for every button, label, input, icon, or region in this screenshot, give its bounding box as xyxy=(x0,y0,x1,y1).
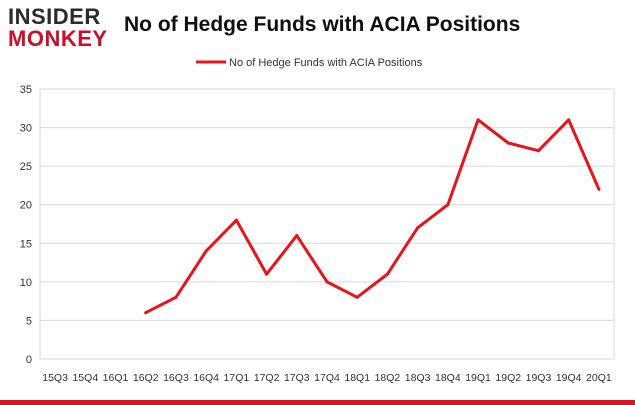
x-tick-label: 19Q1 xyxy=(465,372,491,384)
insider-monkey-logo: INSIDER MONKEY xyxy=(8,6,116,52)
y-tick-label: 20 xyxy=(20,200,32,212)
x-tick-label: 19Q4 xyxy=(556,372,582,384)
y-tick-label: 0 xyxy=(26,354,32,366)
x-tick-label: 18Q4 xyxy=(435,372,461,384)
y-tick-label: 25 xyxy=(20,161,32,173)
x-tick-label: 18Q1 xyxy=(344,372,370,384)
data-point xyxy=(355,295,359,299)
series-line xyxy=(144,118,601,315)
logo-line2: MONKEY xyxy=(8,26,108,51)
x-tick-label: 20Q1 xyxy=(586,372,612,384)
logo-line1: INSIDER xyxy=(8,4,101,29)
x-tick-label: 16Q1 xyxy=(103,372,129,384)
data-point xyxy=(325,280,329,284)
x-tick-label: 19Q3 xyxy=(526,372,552,384)
bottom-accent-bar xyxy=(0,400,635,405)
data-point xyxy=(476,118,480,122)
y-tick-label: 30 xyxy=(20,123,32,135)
data-point xyxy=(385,272,389,276)
y-tick-label: 5 xyxy=(26,315,32,327)
x-tick-label: 18Q2 xyxy=(375,372,401,384)
data-point xyxy=(536,149,540,153)
x-tick-label: 17Q1 xyxy=(224,372,250,384)
data-point xyxy=(204,249,208,253)
data-point xyxy=(265,272,269,276)
series-group xyxy=(144,118,601,315)
data-point xyxy=(597,187,601,191)
chart-title: No of Hedge Funds with ACIA Positions xyxy=(124,13,521,36)
x-tick-label: 15Q3 xyxy=(42,372,68,384)
data-point xyxy=(234,218,238,222)
x-tick-label: 16Q3 xyxy=(163,372,189,384)
x-tick-label: 16Q2 xyxy=(133,372,159,384)
data-point xyxy=(567,118,571,122)
y-tick-label: 35 xyxy=(20,84,32,96)
x-tick-label: 15Q4 xyxy=(72,372,98,384)
legend-label: No of Hedge Funds with ACIA Positions xyxy=(229,57,423,69)
x-tick-label: 17Q2 xyxy=(254,372,280,384)
y-tick-labels: 0 5 10 15 20 25 30 35 xyxy=(20,84,32,366)
data-point xyxy=(446,203,450,207)
grid-lines xyxy=(39,88,615,360)
legend: No of Hedge Funds with ACIA Positions xyxy=(196,57,423,69)
data-point xyxy=(416,226,420,230)
y-tick-label: 10 xyxy=(20,277,32,289)
x-tick-labels: 15Q3 15Q4 16Q1 16Q2 16Q3 16Q4 17Q1 17Q2 17Q3 17Q4… xyxy=(42,372,612,384)
y-tick-label: 15 xyxy=(20,238,32,250)
x-tick-label: 18Q3 xyxy=(405,372,431,384)
x-tick-label: 17Q3 xyxy=(284,372,310,384)
data-point xyxy=(295,234,299,238)
x-tick-label: 17Q4 xyxy=(314,372,340,384)
x-tick-label: 16Q4 xyxy=(193,372,219,384)
data-point xyxy=(174,295,178,299)
data-point xyxy=(144,311,148,315)
data-point xyxy=(506,141,510,145)
x-tick-label: 19Q2 xyxy=(495,372,521,384)
